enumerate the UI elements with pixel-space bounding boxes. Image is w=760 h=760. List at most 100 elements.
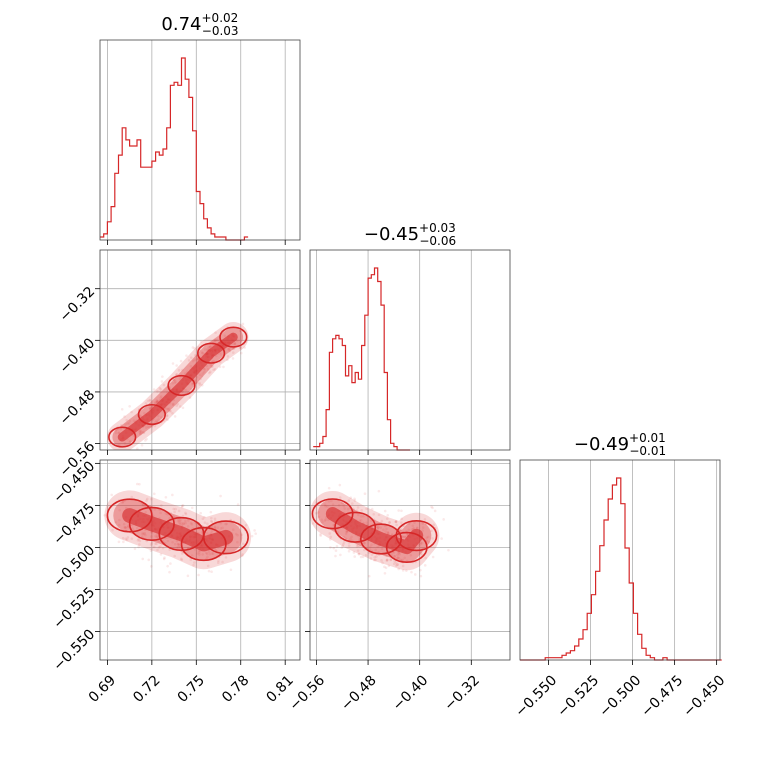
sample-point	[216, 561, 220, 565]
x-tick-label: 0.78	[219, 672, 252, 705]
sample-point	[219, 527, 223, 530]
sample-point	[162, 557, 166, 561]
sample-point	[388, 521, 391, 524]
sample-point	[212, 368, 215, 372]
sample-point	[180, 552, 184, 555]
sample-point	[359, 515, 363, 518]
sample-point	[184, 512, 188, 516]
sample-point	[187, 359, 191, 362]
sample-point	[377, 525, 380, 529]
sample-point	[141, 531, 144, 535]
sample-point	[238, 329, 242, 333]
sample-point	[208, 346, 212, 349]
sample-point	[208, 552, 212, 556]
sample-point	[253, 529, 256, 532]
histogram-step	[520, 477, 722, 661]
x-tick-label: −0.56	[287, 672, 329, 714]
sample-point	[427, 541, 431, 544]
sample-point	[143, 531, 147, 535]
sample-point	[213, 526, 217, 529]
y-tick-label: −0.48	[57, 387, 99, 429]
sample-point	[145, 437, 148, 441]
sample-point	[155, 535, 158, 539]
sample-point	[240, 533, 244, 536]
sample-point	[209, 363, 213, 366]
sample-point	[173, 381, 177, 385]
sample-point	[385, 527, 388, 531]
sample-point	[144, 510, 147, 514]
title-minus-error: −0.06	[419, 234, 456, 248]
pair-panel-0-1: −0.56−0.48−0.40−0.32	[57, 249, 301, 480]
sample-point	[398, 553, 402, 556]
sample-point	[342, 504, 346, 508]
sample-point	[186, 525, 190, 528]
sample-point	[197, 573, 200, 577]
sample-point	[155, 400, 159, 403]
title-plus-error: +0.01	[629, 431, 666, 445]
sample-point	[165, 413, 169, 417]
sample-point	[138, 482, 141, 486]
sample-point	[400, 521, 403, 524]
sample-point	[117, 443, 121, 447]
sample-point	[399, 529, 403, 532]
sample-point	[225, 522, 229, 526]
sample-point	[369, 519, 373, 522]
sample-point	[110, 493, 114, 497]
sample-point	[139, 430, 143, 433]
sample-point	[412, 527, 416, 530]
sample-point	[442, 518, 445, 521]
sample-point	[130, 495, 134, 499]
sample-point	[149, 535, 153, 538]
sample-point	[419, 568, 422, 572]
sample-point	[355, 545, 359, 548]
sample-point	[121, 500, 125, 504]
sample-point	[193, 347, 196, 350]
y-tick-label: −0.500	[50, 542, 98, 590]
sample-point	[356, 549, 360, 552]
sample-point	[175, 372, 179, 376]
sample-point	[362, 541, 366, 545]
sample-point	[250, 534, 254, 538]
sample-point	[213, 367, 217, 371]
sample-point	[175, 364, 178, 367]
sample-point	[384, 554, 387, 557]
sample-point	[189, 558, 193, 562]
panel-title: −0.45+0.03 −0.06	[364, 221, 456, 248]
sample-point	[423, 564, 427, 567]
sample-point	[142, 503, 145, 507]
sample-point	[335, 544, 339, 548]
sample-point	[174, 507, 177, 511]
sample-point	[186, 519, 190, 522]
sample-point	[381, 561, 384, 565]
sample-point	[229, 568, 233, 572]
sample-point	[205, 552, 209, 556]
sample-point	[138, 429, 142, 432]
x-tick-label: −0.500	[596, 672, 644, 720]
hist-panel-2: −0.550−0.525−0.500−0.475−0.450 −0.49+0.01…	[512, 431, 728, 720]
sample-point	[372, 512, 375, 516]
sample-point	[178, 519, 181, 523]
sample-point	[190, 382, 194, 386]
sample-point	[236, 503, 240, 506]
sample-point	[157, 418, 160, 421]
title-median: −0.45	[364, 224, 419, 245]
sample-point	[323, 519, 327, 522]
sample-point	[206, 368, 210, 371]
sample-point	[179, 557, 183, 561]
sample-point	[254, 532, 257, 535]
sample-point	[176, 545, 180, 549]
x-tick-label: −0.40	[390, 672, 432, 714]
sample-point	[218, 365, 222, 369]
x-tick-label: −0.475	[638, 672, 686, 720]
sample-point	[145, 497, 149, 501]
sample-point	[198, 551, 201, 554]
sample-point	[223, 334, 227, 338]
sample-point	[328, 538, 332, 541]
sample-point	[447, 548, 450, 552]
sample-point	[357, 552, 361, 556]
sample-point	[160, 504, 163, 507]
sample-point	[168, 570, 171, 574]
sample-point	[358, 519, 361, 523]
sample-point	[327, 499, 331, 503]
sample-point	[149, 504, 153, 508]
